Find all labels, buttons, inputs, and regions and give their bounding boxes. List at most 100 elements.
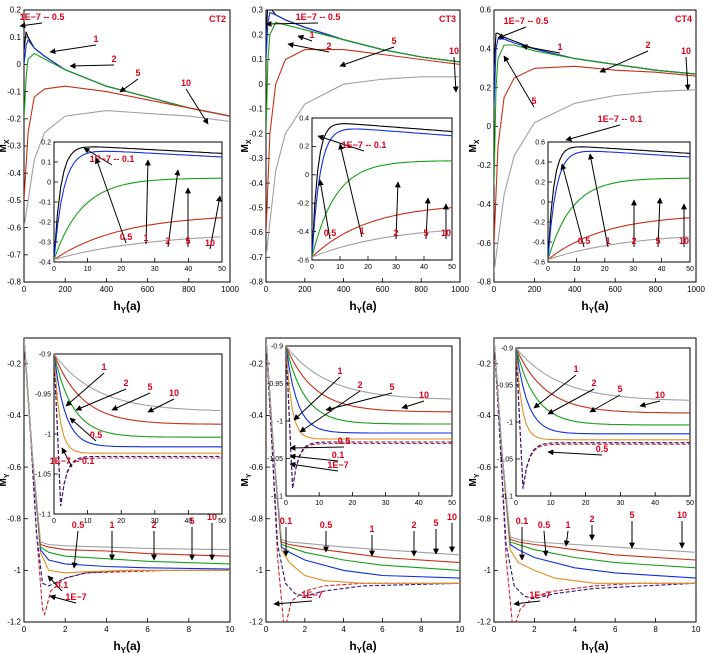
p3-main-arrow	[599, 50, 649, 73]
p3-main-xtick-label: 200	[528, 285, 542, 294]
p5-main-xtick-label: 4	[341, 625, 346, 634]
p4-inset-label: 1E−7 -- 0.1	[50, 456, 95, 466]
p6-inset-series-2	[516, 348, 690, 426]
p1-main-ytick-label: 0.2	[10, 6, 22, 15]
p2-inset-label: 5	[423, 228, 428, 238]
p6-inset-xtick-label: 20	[582, 500, 590, 507]
p5-inset-label: 0.1	[332, 450, 345, 460]
p2-xlabel: hY(a)	[349, 299, 376, 315]
p3-main-arrow	[497, 26, 527, 39]
p6-ylabel: MY	[468, 473, 481, 486]
p4-main-series-10	[24, 338, 230, 551]
p5-main-arrow	[273, 600, 313, 607]
p6-inset-frame	[515, 347, 691, 497]
p5-inset-series-5	[286, 346, 452, 413]
p3-inset-series-2	[548, 177, 690, 260]
p3-main-xtick-label: 0	[492, 285, 497, 294]
p2-inset-xtick-label: 40	[420, 264, 428, 271]
p1-title: CT2	[209, 14, 226, 24]
p5-main-label: 1	[369, 524, 374, 534]
p1-xlabel: hY(a)	[113, 299, 140, 315]
panel-p4: 0246810-1.2-1-0.8-0.6-0.4-0.2hY(a)MY1E−7…	[0, 337, 235, 654]
p3-inset-label: 0.5	[578, 236, 591, 246]
p6-main-ytick-label: -0.4	[477, 411, 491, 420]
p1-main-ytick-label: -0.1	[7, 87, 21, 96]
p5-inset-series-1	[286, 346, 452, 434]
p3-inset-xtick-label: 10	[573, 266, 581, 273]
p2-main-xtick-label: 1000	[451, 285, 469, 294]
p2-inset-series-10	[312, 229, 452, 258]
p2-main-xtick-label: 0	[264, 285, 269, 294]
panel-p5: 0 2 4 6 8 10-1.2-1-0.8-0.6-0.4-0.2hY(a)MY1E−7…	[240, 337, 465, 654]
p6-inset-ytick-label: -0.95	[497, 382, 513, 389]
p4-inset: 0 10 20 30 40 50 -1.1 -1.05 -1 -0.95 -0.9 1 2 5 10 0.5 1…	[35, 351, 226, 525]
p6-main-label: 1	[565, 520, 570, 530]
p4-inset-xtick-label: 0	[52, 518, 56, 525]
p5-main-label: 1E−7	[301, 590, 322, 600]
p5-main-ytick-label: -0.6	[249, 463, 263, 472]
p1-main-label: 1E−7 -- 0.5	[20, 12, 65, 22]
p3-inset-xtick-label: 30	[629, 266, 637, 273]
p1-inset-xtick-label: 0	[52, 266, 56, 273]
p4-inset-xtick-label: 50	[218, 518, 226, 525]
p4-inset-arrow	[69, 417, 97, 442]
p1-inset-series-5	[54, 217, 222, 261]
p5-inset-series-10	[286, 346, 452, 400]
p1-inset-arrow	[144, 159, 151, 245]
p2-inset-xtick-label: 50	[448, 264, 456, 271]
p5-inset-ytick-label: -1.1	[271, 493, 283, 500]
p6-main-ytick-label: -0.8	[477, 514, 491, 523]
p1-main-label: 1	[93, 34, 98, 44]
p6-main-ytick-label: -0.6	[477, 463, 491, 472]
p3-inset-xtick-label: 20	[601, 266, 609, 273]
p5-inset-arrow	[289, 453, 339, 462]
p2-main-label: 1	[309, 30, 314, 40]
p1-main-arrow	[185, 88, 209, 125]
p3-inset-xtick-label: 50	[686, 266, 694, 273]
p4-inset-xtick-label: 30	[151, 518, 159, 525]
p4-main-xtick-label: 0	[22, 625, 27, 634]
p1-main-arrow	[49, 44, 97, 55]
p3-inset-arrow	[656, 197, 663, 248]
p3-inset-label: 1	[605, 236, 610, 246]
p4-inset-arrow	[75, 388, 127, 411]
panel-p2: 0 200 400 600 800 1000-0.8-0.7-0.6-0.5-0.4-0.…	[240, 6, 469, 315]
p2-inset-arrow	[424, 197, 431, 240]
p4-inset-ytick-label: -1	[45, 431, 51, 438]
p1-main-ytick-label: -0.6	[7, 223, 21, 232]
p6-main-label: 0.5	[538, 520, 551, 530]
p3-main-xtick-label: 600	[609, 285, 623, 294]
p5-inset-label: 1	[337, 366, 342, 376]
p3-title: CT4	[675, 14, 692, 24]
p5-inset-series-0-5	[286, 346, 452, 440]
p4-main-xtick-label: 4	[104, 625, 109, 634]
panel-p1: 0 200 400 600 800 1000-0.8-0.7-0.6-0.5-0.4-0.…	[0, 6, 239, 315]
p2-inset-ytick-label: -0.4	[297, 229, 309, 236]
p1-main-xtick-label: 400	[100, 285, 114, 294]
p6-main-label: 2	[589, 514, 594, 524]
p6-inset-label: 10	[655, 390, 665, 400]
p4-inset-arrow	[147, 398, 175, 413]
p2-main-ytick-label: -0.3	[249, 154, 263, 163]
p4-inset-ytick-label: -1.05	[35, 471, 51, 478]
p4-inset-arrow	[65, 372, 105, 407]
p2-main-ytick-label: 0.2	[252, 30, 264, 39]
p3-main-ytick-label: -0.8	[477, 278, 491, 287]
p3-main-arrow	[684, 56, 691, 91]
p3-inset-series-5	[548, 217, 690, 261]
p6-inset-label: 0.5	[596, 444, 609, 454]
p1-main-arrow	[119, 78, 139, 93]
p6-inset-series-0-5	[516, 348, 690, 441]
p1-inset-arrow	[209, 195, 222, 250]
p3-inset-ytick-label: 0	[541, 199, 545, 206]
p1-main-ytick-label: -0.2	[7, 114, 21, 123]
panel-p6: 0 2 4 6 8 10-1.2-1-0.8-0.6-0.4-0.2hY(a)MY1E−7…	[468, 337, 701, 654]
p4-inset-series-10	[54, 354, 222, 412]
p1-inset-ytick-label: -0.2	[39, 219, 51, 226]
p3-inset-label: 10	[679, 236, 689, 246]
p5-inset-arrow	[289, 461, 339, 472]
p3-main-xtick-label: 800	[649, 285, 663, 294]
p1-main-xtick-label: 0	[22, 285, 27, 294]
p1-inset-xtick-label: 40	[185, 266, 193, 273]
p2-main-series-2	[266, 21, 460, 134]
